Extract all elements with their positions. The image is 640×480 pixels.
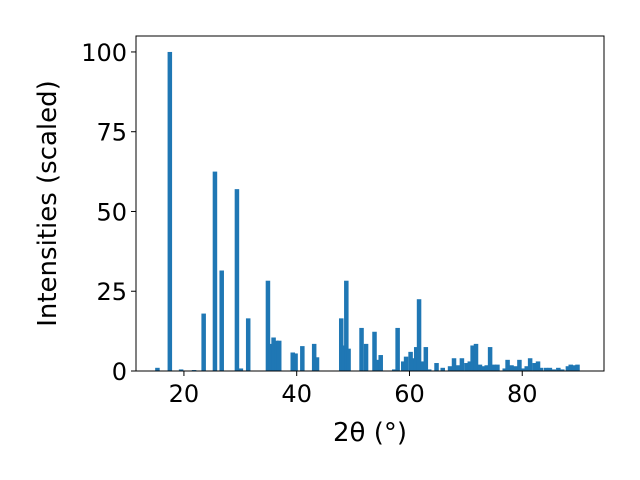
- bar-7: [234, 189, 240, 371]
- bar-70: [556, 367, 561, 371]
- bar-5: [212, 171, 218, 371]
- bar-49: [473, 343, 479, 371]
- bar-62: [524, 366, 530, 371]
- bar-46: [464, 363, 469, 371]
- bar-56: [502, 368, 508, 371]
- bar-35: [413, 347, 419, 371]
- bar-17: [300, 346, 305, 371]
- y-axis-label: Intensities (scaled): [33, 80, 63, 327]
- bar-44: [455, 365, 461, 371]
- bar-23: [346, 348, 351, 371]
- bar-30: [395, 327, 400, 371]
- x-tick-label-0: 20: [169, 380, 200, 408]
- bar-51: [480, 366, 486, 371]
- bar-1: [167, 51, 173, 371]
- bar-67: [543, 367, 549, 371]
- bar-22: [344, 280, 349, 371]
- bar-21: [341, 345, 346, 371]
- bar-14: [276, 340, 282, 371]
- bar-53: [487, 347, 493, 371]
- bar-45: [459, 358, 465, 371]
- bar-59: [513, 366, 518, 371]
- bar-4: [201, 313, 206, 371]
- bar-6: [219, 270, 224, 371]
- y-tick-label-0: 0: [112, 358, 127, 386]
- bar-25: [363, 343, 369, 371]
- bar-31: [401, 361, 406, 371]
- bar-65: [535, 361, 541, 371]
- bar-43: [451, 358, 457, 371]
- bar-36: [416, 299, 422, 371]
- bar-10: [265, 280, 271, 371]
- bar-54: [491, 364, 497, 371]
- x-axis-ticks: 20 40 60 80: [169, 371, 538, 408]
- bar-74: [571, 365, 577, 371]
- bar-72: [565, 366, 571, 371]
- bar-8: [238, 368, 244, 371]
- bar-52: [484, 365, 489, 371]
- x-tick-label-1: 40: [281, 380, 312, 408]
- bar-18: [311, 343, 317, 371]
- bar-55: [495, 364, 500, 371]
- bar-15: [290, 352, 296, 371]
- bar-13: [274, 340, 279, 371]
- bar-68: [547, 367, 553, 371]
- bar-47: [467, 361, 473, 371]
- y-tick-label-4: 100: [81, 39, 127, 67]
- bar-40: [434, 363, 439, 371]
- y-tick-label-2: 50: [96, 198, 127, 226]
- bar-29: [391, 369, 397, 371]
- bar-63: [527, 358, 533, 371]
- bar-34: [410, 358, 416, 371]
- bar-39: [426, 369, 432, 371]
- bar-37: [420, 361, 425, 371]
- bar-57: [505, 359, 510, 371]
- bar-27: [374, 359, 380, 371]
- bar-60: [517, 359, 522, 371]
- bar-73: [568, 364, 573, 371]
- y-tick-label-1: 25: [96, 278, 127, 306]
- x-tick-label-3: 80: [507, 380, 538, 408]
- bar-2: [178, 369, 184, 371]
- bar-64: [532, 363, 537, 371]
- bar-71: [560, 369, 565, 371]
- x-axis-label: 2θ (°): [333, 418, 407, 448]
- bar-20: [338, 318, 344, 371]
- bars: [155, 51, 580, 371]
- y-axis-ticks: 0 25 50 75 100: [81, 39, 136, 386]
- bar-48: [470, 345, 475, 371]
- bar-9: [245, 318, 251, 371]
- plot-frame: [135, 35, 605, 372]
- y-tick-label-3: 75: [96, 119, 127, 147]
- bar-28: [378, 355, 383, 371]
- bar-75: [575, 364, 580, 371]
- bar-24: [359, 327, 364, 371]
- bar-58: [509, 365, 514, 371]
- bar-11: [268, 343, 274, 371]
- bar-0: [155, 367, 160, 371]
- bar-66: [538, 367, 544, 371]
- bar-26: [372, 331, 377, 371]
- bar-19: [314, 357, 320, 371]
- bar-32: [403, 356, 409, 371]
- bar-38: [423, 347, 429, 371]
- bar-69: [551, 369, 557, 371]
- bar-41: [440, 367, 445, 371]
- bar-61: [521, 368, 526, 371]
- bar-16: [293, 353, 298, 371]
- x-tick-label-2: 60: [394, 380, 425, 408]
- bar-42: [447, 366, 453, 371]
- bar-50: [477, 364, 483, 371]
- bar-12: [271, 337, 276, 371]
